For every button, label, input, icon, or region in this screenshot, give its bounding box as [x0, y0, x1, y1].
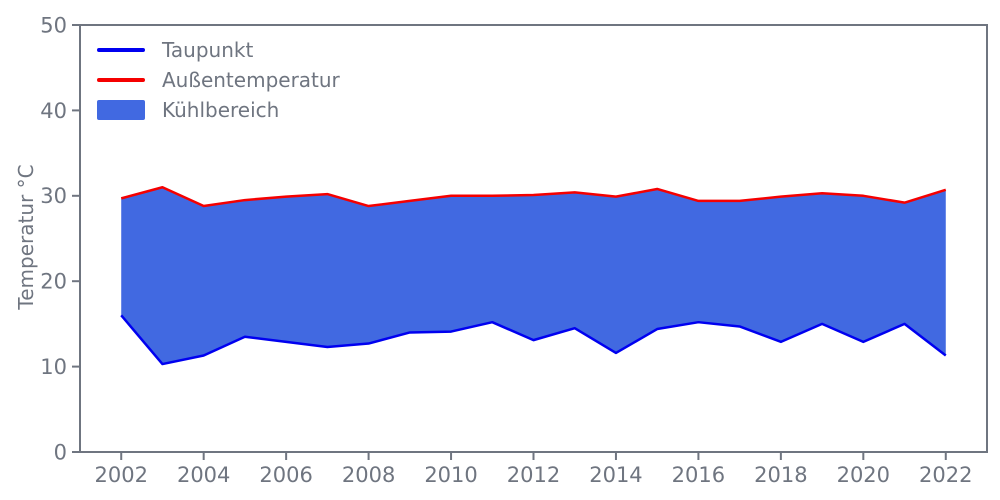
y-tick-label: 0: [54, 440, 67, 464]
x-tick-label: 2006: [259, 463, 312, 487]
y-tick-label: 50: [40, 13, 67, 37]
x-tick-label: 2012: [507, 463, 560, 487]
legend-item-taupunkt: Taupunkt: [97, 35, 340, 65]
chart-legend: Taupunkt Außentemperatur Kühlbereich: [97, 35, 340, 125]
x-tick-label: 2004: [177, 463, 230, 487]
x-tick-label: 2014: [589, 463, 642, 487]
x-tick-label: 2022: [919, 463, 972, 487]
y-tick-label: 10: [40, 355, 67, 379]
legend-label-aussentemperatur: Außentemperatur: [162, 68, 340, 92]
y-axis-label: Temperatur °C: [14, 164, 38, 310]
legend-item-kuehlbereich: Kühlbereich: [97, 95, 340, 125]
legend-line-swatch-taupunkt: [97, 48, 145, 52]
x-tick-label: 2002: [95, 463, 148, 487]
x-tick-label: 2008: [342, 463, 395, 487]
y-tick-label: 20: [40, 270, 67, 294]
y-tick-label: 40: [40, 99, 67, 123]
x-tick-label: 2020: [837, 463, 890, 487]
x-tick-label: 2016: [672, 463, 725, 487]
legend-label-kuehlbereich: Kühlbereich: [162, 98, 280, 122]
legend-label-taupunkt: Taupunkt: [162, 38, 254, 62]
legend-patch-swatch-kuehlbereich: [97, 100, 145, 120]
y-tick-label: 30: [40, 184, 67, 208]
x-tick-label: 2010: [424, 463, 477, 487]
x-tick-label: 2018: [754, 463, 807, 487]
legend-line-swatch-aussentemperatur: [97, 78, 145, 82]
legend-item-aussentemperatur: Außentemperatur: [97, 65, 340, 95]
